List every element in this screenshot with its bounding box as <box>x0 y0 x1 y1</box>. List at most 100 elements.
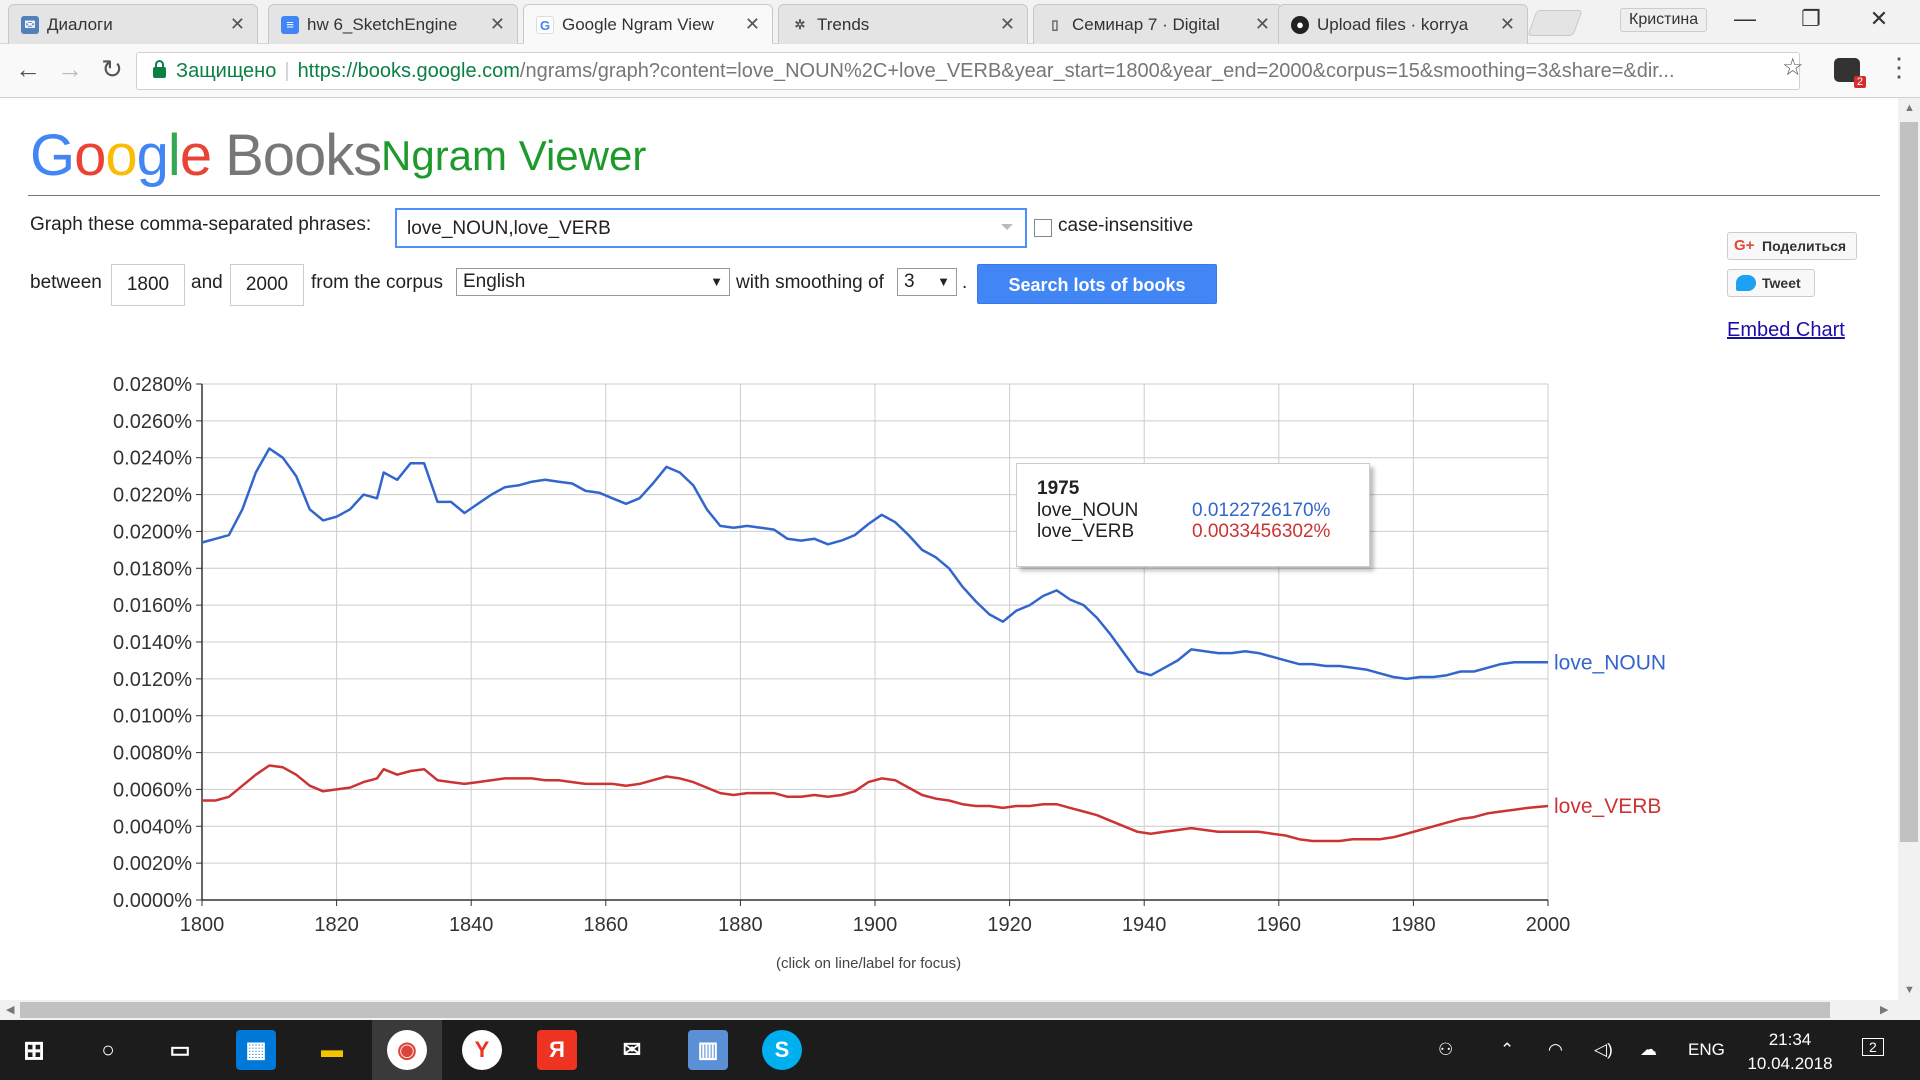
close-tab-icon[interactable]: ✕ <box>1499 14 1515 34</box>
divider <box>28 195 1880 196</box>
browser-tab-trends[interactable]: ✲ Trends ✕ <box>778 4 1028 44</box>
file-explorer-icon[interactable]: ▬ <box>321 1037 343 1062</box>
smoothing-label: with smoothing of <box>736 272 884 293</box>
phrases-input[interactable]: love_NOUN,love_VERB <box>395 208 1027 248</box>
tweet-button[interactable]: Tweet <box>1727 269 1815 297</box>
logo-letter: o <box>105 123 137 188</box>
separator: | <box>284 60 290 82</box>
notification-center-icon[interactable]: 2 <box>1862 1038 1884 1056</box>
google-books-logo[interactable]: Google Books <box>30 122 382 189</box>
close-window-icon[interactable]: ✕ <box>1869 6 1889 31</box>
between-label: between <box>30 272 102 293</box>
store-icon[interactable]: ▦ <box>236 1030 276 1070</box>
scroll-left-icon[interactable]: ◀ <box>6 1004 15 1016</box>
onedrive-icon[interactable]: ☁ <box>1640 1040 1657 1059</box>
logo-letter: l <box>167 123 181 188</box>
trends-icon: ✲ <box>791 16 809 34</box>
tooltip-series-name: love_VERB <box>1037 521 1135 542</box>
logo-books: Books <box>225 123 382 188</box>
series-line-love_NOUN[interactable] <box>201 447 1548 681</box>
page-title: Ngram Viewer <box>381 132 647 179</box>
profile-button[interactable]: Кристина <box>1620 8 1708 32</box>
chart-grid <box>201 383 1549 901</box>
gplus-share-button[interactable]: G+ Поделиться <box>1727 232 1857 260</box>
menu-icon[interactable]: ⋮ <box>1886 52 1912 82</box>
address-bar[interactable]: Защищено | https://books.google.com/ngrams… <box>136 52 1800 90</box>
x-tick-label: 1920 <box>987 914 1032 936</box>
library-icon[interactable]: ▥ <box>688 1030 728 1070</box>
horizontal-scroll-thumb[interactable] <box>20 1002 1830 1018</box>
browser-tab-github[interactable]: ● Upload files · korrya ✕ <box>1278 4 1528 44</box>
ngram-chart[interactable]: 0.0000% 0.0020% 0.0040% 0.0060% 0.0080% 0.010… <box>0 360 1700 960</box>
minimize-icon[interactable]: — <box>1734 6 1756 31</box>
bookmark-star-icon[interactable]: ☆ <box>1782 54 1804 81</box>
windows-start-icon[interactable]: ⊞ <box>23 1035 45 1065</box>
close-tab-icon[interactable]: ✕ <box>229 14 245 34</box>
back-icon[interactable]: ← <box>15 54 41 84</box>
y-tick-label: 0.0080% <box>113 743 192 765</box>
twitter-icon <box>1736 275 1756 291</box>
browser-tab-ngram-viewer[interactable]: G Google Ngram View ✕ <box>523 4 773 44</box>
book-icon: ▯ <box>1046 16 1064 34</box>
y-tick-label: 0.0140% <box>113 632 192 654</box>
system-clock[interactable]: 21:34 10.04.2018 <box>1740 1028 1840 1076</box>
tab-title: Диалоги <box>47 15 113 34</box>
corpus-label: from the corpus <box>311 272 443 293</box>
mail-icon[interactable]: ✉ <box>622 1037 642 1062</box>
skype-icon[interactable]: S <box>762 1030 802 1070</box>
close-tab-icon[interactable]: ✕ <box>489 14 505 34</box>
chevron-down-icon[interactable] <box>1001 224 1013 230</box>
series-label-love_NOUN[interactable]: love_NOUN <box>1554 651 1666 674</box>
clock-date: 10.04.2018 <box>1747 1054 1833 1073</box>
windows-taskbar: ⊞ ○ ▭ ▦ ▬ ◉ Y Я ✉ ▥ S ⚇ ⌃ ◠ ◁) ☁ ENG 21:… <box>0 1020 1920 1080</box>
year-start-input[interactable]: 1800 <box>111 264 185 306</box>
volume-icon[interactable]: ◁) <box>1594 1040 1613 1059</box>
extension-icon[interactable]: 2 <box>1834 58 1866 88</box>
reload-icon[interactable]: ↻ <box>101 54 123 84</box>
lock-icon <box>153 60 166 78</box>
browser-tab-seminar[interactable]: ▯ Семинар 7 · Digital ✕ <box>1033 4 1283 44</box>
chrome-icon[interactable]: ◉ <box>387 1030 427 1070</box>
gplus-share-label: Поделиться <box>1762 238 1847 254</box>
yandex-icon[interactable]: Я <box>537 1030 577 1070</box>
tray-expand-icon[interactable]: ⌃ <box>1500 1040 1515 1059</box>
url-path: /ngrams/graph?content=love_NOUN%2C+love_… <box>519 60 1675 82</box>
docs-icon: ≡ <box>281 16 299 34</box>
vertical-scroll-thumb[interactable] <box>1900 122 1918 842</box>
series-label-love_VERB[interactable]: love_VERB <box>1554 795 1661 818</box>
close-tab-icon[interactable]: ✕ <box>744 14 760 34</box>
people-icon[interactable]: ⚇ <box>1438 1040 1454 1059</box>
case-insensitive-checkbox[interactable] <box>1034 219 1052 237</box>
logo-letter: e <box>179 123 212 188</box>
task-view-icon[interactable]: ▭ <box>169 1037 191 1062</box>
close-tab-icon[interactable]: ✕ <box>999 14 1015 34</box>
search-icon[interactable]: ○ <box>101 1037 115 1062</box>
github-icon: ● <box>1291 16 1309 34</box>
y-tick-label: 0.0000% <box>113 890 192 912</box>
scroll-down-icon[interactable]: ▼ <box>1904 984 1915 996</box>
yandex-browser-icon[interactable]: Y <box>462 1030 502 1070</box>
tab-title: Upload files · korrya <box>1317 15 1469 34</box>
restore-icon[interactable]: ❐ <box>1801 6 1821 31</box>
corpus-select[interactable]: English <box>456 268 730 296</box>
close-tab-icon[interactable]: ✕ <box>1254 14 1270 34</box>
input-language[interactable]: ENG <box>1688 1040 1725 1059</box>
scroll-up-icon[interactable]: ▲ <box>1904 102 1915 114</box>
tooltip-row: love_VERB 0.0033456302% <box>1037 521 1349 542</box>
forward-icon[interactable]: → <box>57 54 83 84</box>
y-tick-label: 0.0160% <box>113 595 192 617</box>
scroll-right-icon[interactable]: ▶ <box>1880 1004 1889 1016</box>
browser-tab-dialogs[interactable]: ✉ Диалоги ✕ <box>8 4 258 44</box>
wifi-icon[interactable]: ◠ <box>1548 1040 1563 1059</box>
chart-axes <box>196 383 1549 906</box>
smoothing-select[interactable]: 3 <box>897 268 957 296</box>
x-tick-label: 2000 <box>1526 914 1571 936</box>
year-end-input[interactable]: 2000 <box>230 264 304 306</box>
tooltip-series-value: 0.0033456302% <box>1192 521 1331 542</box>
search-button[interactable]: Search lots of books <box>977 264 1217 304</box>
browser-tab-sketchengine[interactable]: ≡ hw 6_SketchEngine ✕ <box>268 4 518 44</box>
phrases-value: love_NOUN,love_VERB <box>407 218 611 239</box>
new-tab-button[interactable] <box>1527 10 1583 36</box>
embed-chart-link[interactable]: Embed Chart <box>1727 319 1845 341</box>
series-line-love_VERB[interactable] <box>202 764 1549 843</box>
